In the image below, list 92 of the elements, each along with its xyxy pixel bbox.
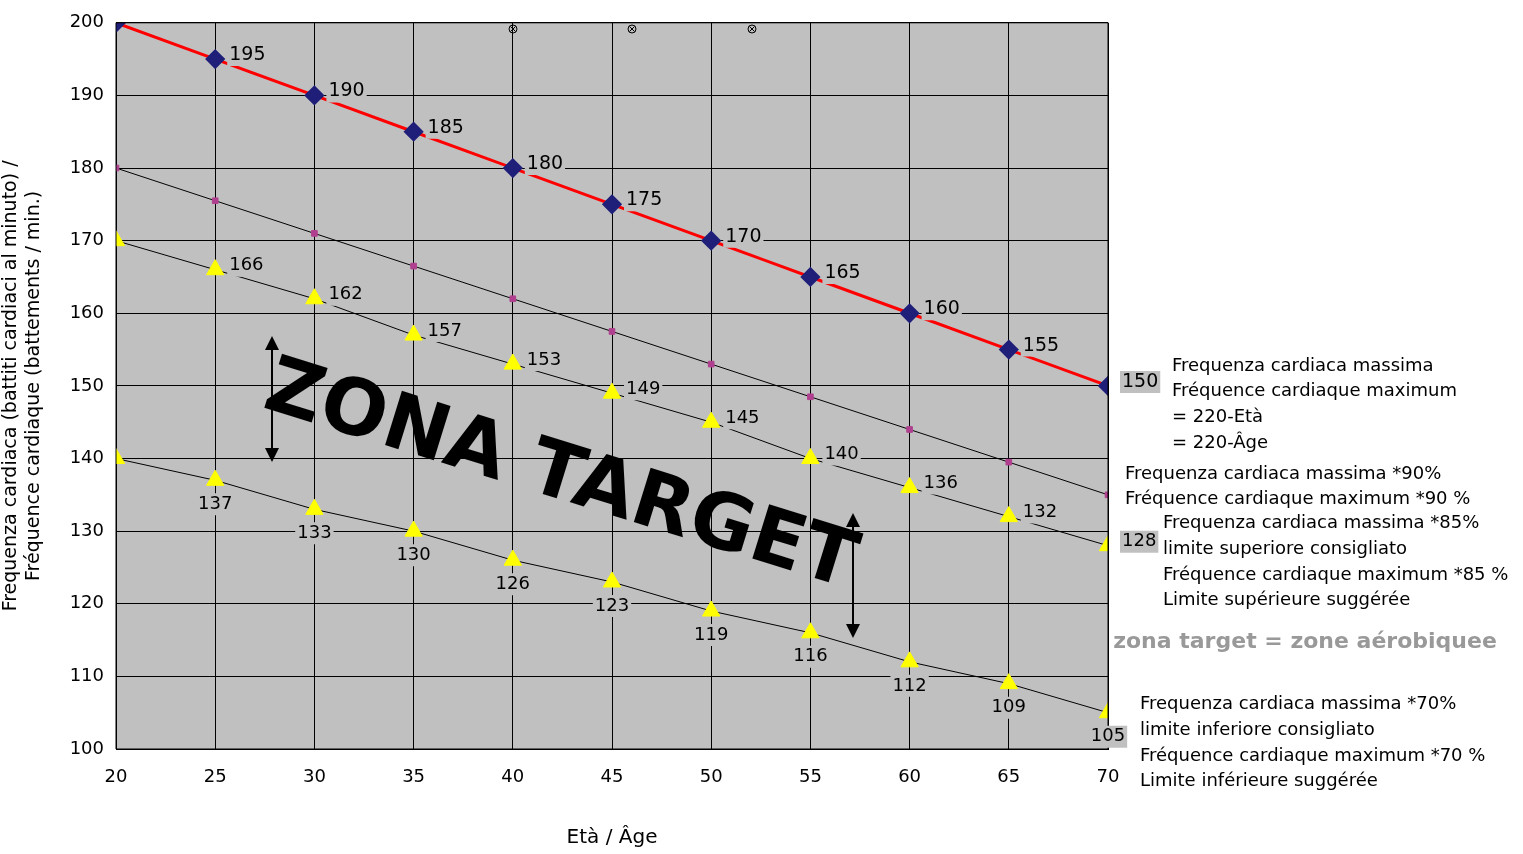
point — [304, 85, 324, 105]
point — [999, 340, 1019, 360]
point — [608, 328, 616, 335]
data-label: 112 — [892, 673, 927, 695]
y-tick-label: 110 — [69, 664, 104, 686]
x-tick-label: 50 — [699, 765, 723, 787]
data-label: 119 — [694, 622, 729, 644]
point — [900, 477, 919, 494]
point — [503, 158, 523, 178]
y-axis-title: Frequenza cardiaca (battiti cardiaci al minuto) / Fréquence cardiaque (battements / min.) — [0, 159, 44, 612]
point — [1005, 458, 1013, 466]
point — [801, 622, 820, 639]
data-label: 155 — [1022, 332, 1060, 355]
point — [999, 506, 1018, 523]
point — [906, 426, 913, 433]
point — [503, 549, 522, 566]
data-label: 157 — [427, 318, 462, 340]
data-label: 170 — [725, 223, 762, 246]
data-label: 116 — [793, 644, 828, 666]
y-tick-label: 160 — [69, 300, 104, 322]
point — [205, 49, 225, 69]
x-tick-label: 40 — [501, 765, 525, 787]
point — [702, 600, 721, 617]
point — [305, 288, 324, 305]
point — [311, 230, 318, 237]
point — [509, 295, 517, 303]
data-label: 137 — [198, 491, 233, 513]
x-tick-label: 60 — [898, 765, 922, 787]
x-tick-label: 20 — [104, 765, 128, 787]
point — [404, 520, 423, 537]
y-tick-label: 150 — [69, 373, 104, 395]
point — [602, 382, 622, 399]
y-tick-label: 200 — [69, 10, 104, 32]
data-label: 132 — [1022, 500, 1058, 522]
y-tick-label: 170 — [69, 228, 104, 250]
data-label: 128 — [1122, 529, 1157, 551]
data-label: 105 — [1090, 724, 1126, 746]
data-label: 133 — [297, 521, 332, 543]
data-label: 136 — [923, 471, 958, 493]
point — [602, 194, 622, 214]
data-label: 130 — [396, 542, 431, 564]
data-label: 166 — [229, 253, 264, 275]
point — [900, 303, 920, 323]
point — [702, 411, 721, 428]
x-tick-label: 35 — [402, 765, 426, 787]
series-label: Frequenza cardiaca massima *70% limite inferiore consigliato Fréquence cardiaque maximum *70 % Limite inférieure suggérée — [1140, 692, 1486, 791]
data-label: 150 — [1122, 368, 1159, 391]
x-tick-label: 55 — [798, 765, 822, 787]
point — [503, 353, 522, 370]
data-label: 153 — [526, 347, 562, 369]
point — [800, 267, 820, 287]
data-label: 126 — [495, 571, 530, 593]
series-label: Frequenza cardiaca massima *90% Fréquence cardiaque maximum *90 % — [1125, 461, 1471, 509]
x-axis-title: Età / Âge — [566, 824, 658, 849]
point — [900, 651, 919, 668]
point — [999, 673, 1018, 690]
point — [206, 259, 225, 276]
x-tick-label: 45 — [600, 765, 624, 787]
data-label: 175 — [626, 187, 663, 210]
x-tick-label: 70 — [1096, 765, 1120, 787]
point — [305, 498, 324, 515]
data-label: 145 — [725, 405, 760, 427]
y-tick-label: 190 — [69, 83, 104, 105]
point — [701, 231, 721, 251]
data-label: 160 — [923, 296, 960, 319]
data-label: 149 — [626, 376, 661, 398]
data-label: 185 — [427, 114, 464, 137]
point — [404, 324, 423, 341]
point — [211, 197, 219, 205]
x-tick-label: 25 — [203, 765, 227, 787]
data-label: 109 — [991, 695, 1026, 717]
y-tick-label: 140 — [69, 446, 104, 468]
x-tick-label: 30 — [302, 765, 326, 787]
text: zona target = zone aérobiquee — [1113, 627, 1497, 653]
y-tick-label: 130 — [69, 518, 104, 540]
point — [404, 122, 424, 142]
data-label: 165 — [824, 259, 861, 282]
data-label: 162 — [328, 282, 363, 304]
point — [707, 360, 715, 368]
x-tick-label: 65 — [997, 765, 1021, 787]
point — [807, 393, 814, 401]
text: Frequenza cardiaca massima *85% limite superiore consigliato Fréquence cardiaque maximum *85 % Limite supérieure suggérée — [1163, 511, 1509, 610]
data-label: 180 — [526, 150, 564, 173]
y-tick-label: 100 — [69, 736, 104, 758]
data-label: 123 — [594, 593, 630, 615]
point — [410, 262, 417, 270]
y-tick-label: 180 — [69, 155, 104, 177]
text: Frequenza cardiaca massima Fréquence cardiaque maximum = 220-Età = 220-Âge — [1172, 353, 1457, 452]
point — [206, 469, 225, 486]
data-label: 190 — [328, 78, 365, 101]
data-label: 195 — [229, 42, 266, 65]
y-tick-label: 120 — [69, 591, 104, 613]
